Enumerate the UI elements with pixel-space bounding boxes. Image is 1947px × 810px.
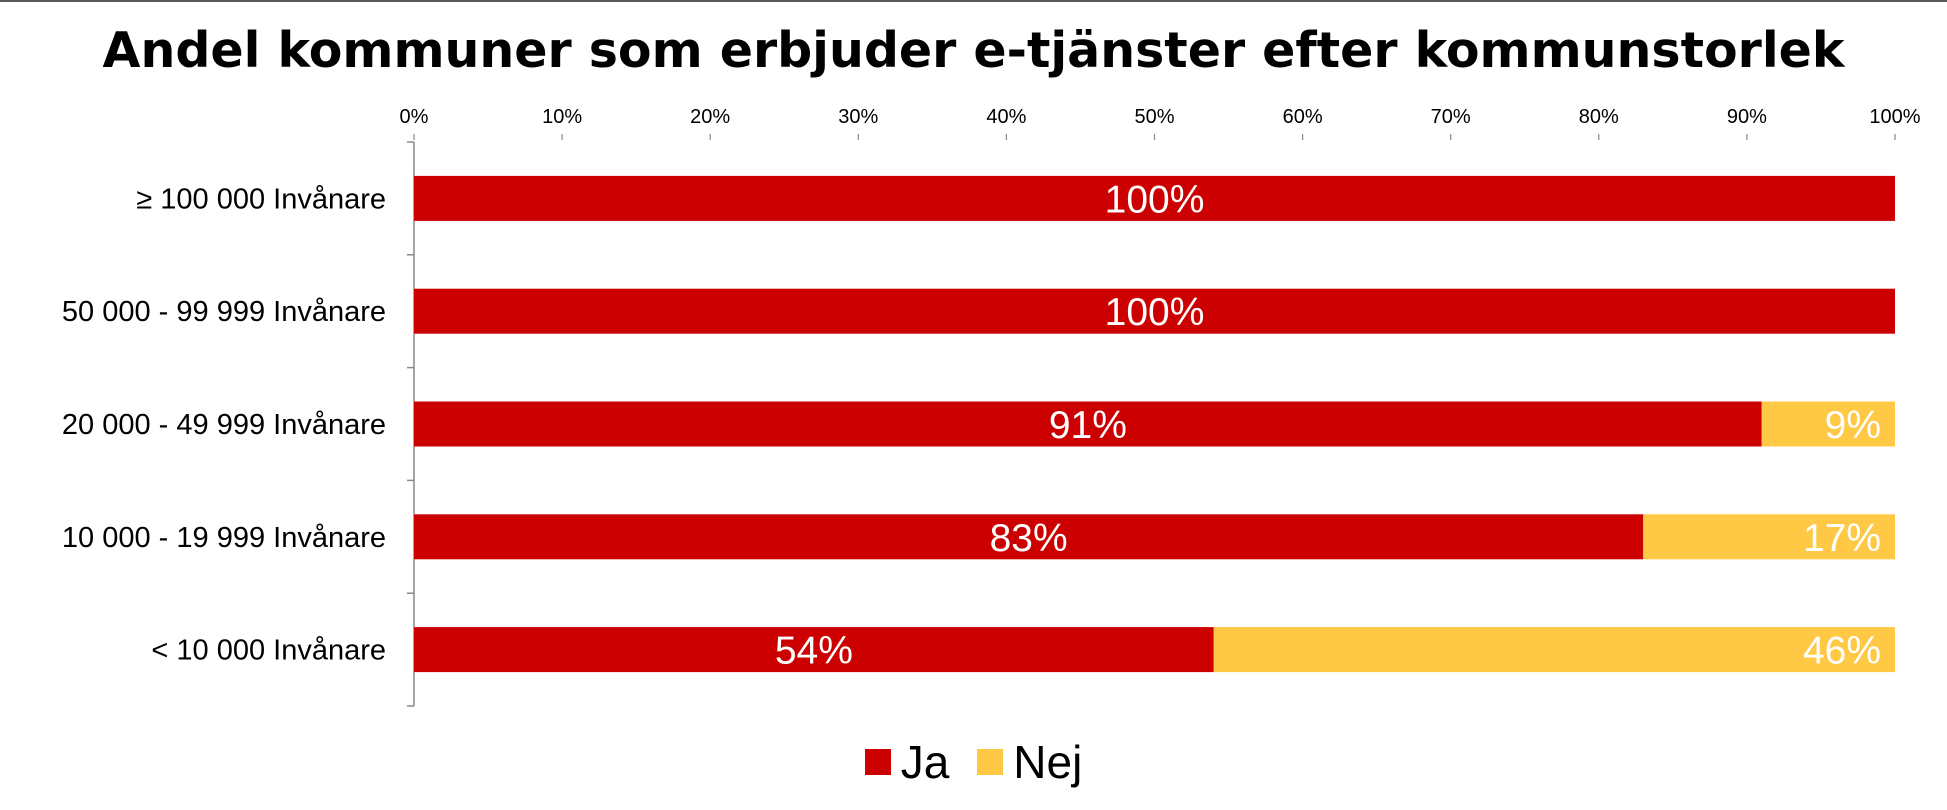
x-tick-label: 70% — [1431, 106, 1471, 128]
x-tick-label: 20% — [690, 106, 730, 128]
x-tick-label: 90% — [1727, 106, 1767, 128]
x-tick-label: 0% — [400, 106, 429, 128]
legend-swatch-ja — [864, 749, 891, 775]
x-tick-label: 40% — [986, 106, 1026, 128]
data-label-ja: 100% — [1105, 178, 1205, 221]
legend: Ja Nej — [0, 735, 1947, 789]
category-label: 20 000 - 49 999 Invånare — [62, 409, 386, 441]
bar-ja-segment — [414, 175, 1895, 221]
legend-label-nej: Nej — [1013, 736, 1083, 788]
bar-ja-segment — [414, 627, 1214, 673]
label-layer: ≥ 100 000 Invånare 50 000 - 99 999 Invåna… — [62, 178, 1881, 672]
x-tick-label: 30% — [838, 106, 878, 128]
legend-swatch-nej — [977, 749, 1004, 775]
bar-ja-segment — [414, 288, 1895, 334]
legend-item-nej: Nej — [977, 735, 1082, 789]
data-label-nej: 17% — [1803, 517, 1881, 560]
top-border-line — [0, 0, 1947, 2]
axis-layer: 0% 10% 20% 30% 40% 50% 60% 70% 80% 90% 100% — [400, 106, 1921, 707]
x-tick-label: 50% — [1134, 106, 1174, 128]
x-tick-label: 10% — [542, 106, 582, 128]
x-tick-label: 60% — [1283, 106, 1323, 128]
category-label: ≥ 100 000 Invånare — [136, 183, 386, 215]
x-tick-label: 100% — [1869, 106, 1920, 128]
x-tick-label: 80% — [1579, 106, 1619, 128]
data-label-nej: 9% — [1825, 404, 1881, 447]
bar-layer — [414, 175, 1895, 673]
data-label-ja: 91% — [1049, 404, 1127, 447]
data-label-ja: 83% — [990, 517, 1068, 560]
category-label: 10 000 - 19 999 Invånare — [62, 522, 386, 554]
data-label-ja: 54% — [775, 630, 853, 673]
data-label-nej: 46% — [1803, 630, 1881, 673]
legend-label-ja: Ja — [900, 736, 950, 788]
chart-title: Andel kommuner som erbjuder e-tjänster e… — [102, 22, 1845, 79]
data-label-ja: 100% — [1105, 291, 1205, 334]
category-label: < 10 000 Invånare — [151, 635, 386, 667]
bar-nej-segment — [1213, 627, 1895, 673]
legend-item-ja: Ja — [864, 735, 950, 789]
bar-nej-segment — [1761, 401, 1895, 447]
bar-ja-segment — [414, 401, 1762, 447]
bar-chart: 0% 10% 20% 30% 40% 50% 60% 70% 80% 90% 100% ≥ 100 … — [62, 106, 1921, 707]
bar-ja-segment — [414, 514, 1644, 560]
bar-nej-segment — [1643, 514, 1895, 560]
category-label: 50 000 - 99 999 Invånare — [62, 296, 386, 328]
